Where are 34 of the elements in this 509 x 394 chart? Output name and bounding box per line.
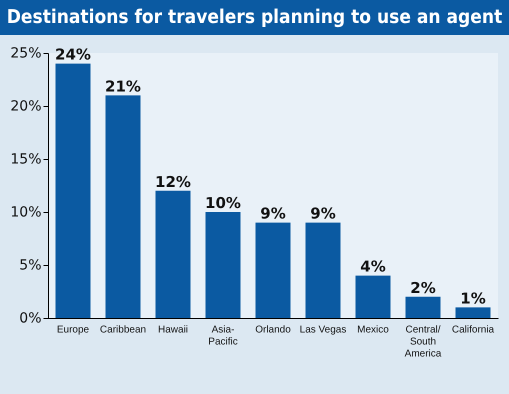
x-tick-label: Las Vegas bbox=[300, 324, 346, 336]
bar bbox=[406, 296, 440, 318]
bar bbox=[156, 190, 190, 318]
data-label: 21% bbox=[105, 77, 141, 96]
y-tick-label: 10% bbox=[10, 204, 42, 220]
y-tick-label: 15% bbox=[10, 152, 42, 168]
bar bbox=[56, 64, 90, 318]
bar bbox=[256, 222, 290, 318]
x-tick-label: Mexico bbox=[357, 324, 390, 336]
x-tick-label: California bbox=[452, 324, 495, 336]
x-tick-label: Europe bbox=[56, 324, 90, 336]
y-tick-label: 0% bbox=[19, 310, 42, 326]
bar bbox=[306, 222, 340, 318]
bar bbox=[356, 276, 390, 318]
data-label: 12% bbox=[155, 172, 191, 191]
chart-title: Destinations for travelers planning to use an agent bbox=[0, 0, 509, 35]
x-tick-label: Hawaii bbox=[158, 324, 188, 336]
y-tick-label: 20% bbox=[10, 98, 42, 114]
data-label: 9% bbox=[260, 204, 286, 223]
bar bbox=[456, 307, 490, 318]
bar bbox=[206, 212, 240, 318]
data-label: 1% bbox=[460, 289, 486, 308]
x-tick-label: Central/South America bbox=[404, 324, 442, 360]
data-label: 2% bbox=[410, 278, 436, 297]
x-tick-label: Caribbean bbox=[100, 324, 146, 336]
data-label: 10% bbox=[205, 194, 241, 212]
data-label: 24% bbox=[55, 46, 91, 64]
x-tick-label: Orlando bbox=[255, 324, 292, 336]
x-tick-label: Asia-Pacific bbox=[208, 324, 238, 348]
bar bbox=[106, 95, 140, 318]
data-label: 9% bbox=[310, 204, 336, 223]
data-label: 4% bbox=[360, 258, 386, 276]
y-tick-label: 25% bbox=[10, 46, 42, 62]
y-tick-label: 5% bbox=[19, 258, 42, 274]
